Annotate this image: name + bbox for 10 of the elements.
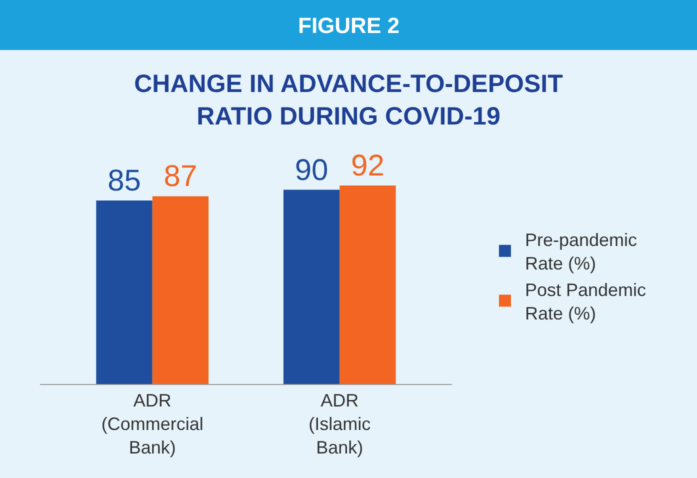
data-label: 87 [164,160,198,194]
x-tick-label: ADR (Islamic Bank) [308,390,371,458]
legend-label: Post Pandemic Rate (%) [524,280,646,324]
data-label: 90 [294,154,328,187]
data-label: 85 [108,164,141,198]
chart-title: FIGURE 2 [298,13,400,38]
data-label: 92 [351,149,384,182]
legend-label: Pre-pandemic Rate (%) [524,230,638,274]
chart-subtitle: CHANGE IN ADVANCE-TO-DEPOSIT RATIO DURING COVID-19 [134,70,563,130]
x-tick-label: ADR (Commercial Bank) [101,390,204,458]
